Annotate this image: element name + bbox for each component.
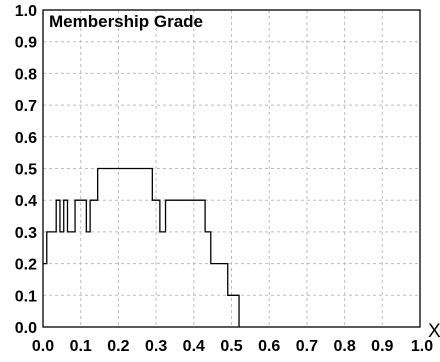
y-axis-tick-labels: 0.0 0.1 0.2 0.3 0.4 0.5 0.6 0.7 0.8 0.9 1.0 [15,3,37,337]
y-tick-label: 0.0 [15,320,37,337]
y-tick-label: 0.5 [15,162,37,179]
x-tick-label: 0.4 [183,338,205,355]
y-tick-label: 0.3 [15,225,37,242]
x-tick-label: 0.3 [145,338,167,355]
y-axis-title: Membership Grade [49,12,203,31]
x-axis-title: X [428,321,440,342]
x-tick-label: 1.0 [411,338,433,355]
y-tick-label: 1.0 [15,3,37,20]
x-tick-label: 0.0 [32,338,54,355]
plot-frame [42,9,421,328]
x-tick-label: 0.2 [107,338,129,355]
y-tick-label: 0.8 [15,66,37,83]
y-tick-label: 0.2 [15,257,37,274]
y-tick-label: 0.9 [15,35,37,52]
y-tick-label: 0.1 [15,288,37,305]
x-tick-label: 0.5 [220,338,242,355]
x-tick-label: 0.6 [258,338,280,355]
y-tick-label: 0.7 [15,98,37,115]
x-tick-label: 0.1 [70,338,92,355]
x-tick-label: 0.8 [333,338,355,355]
membership-series-line [43,167,240,327]
x-tick-label: 0.9 [371,338,393,355]
x-axis-tick-labels: 0.0 0.1 0.2 0.3 0.4 0.5 0.6 0.7 0.8 0.9 1.0 [32,338,433,355]
y-tick-label: 0.6 [15,130,37,147]
y-tick-label: 0.4 [15,193,37,210]
series-layer [43,167,240,327]
x-tick-label: 0.7 [296,338,318,355]
